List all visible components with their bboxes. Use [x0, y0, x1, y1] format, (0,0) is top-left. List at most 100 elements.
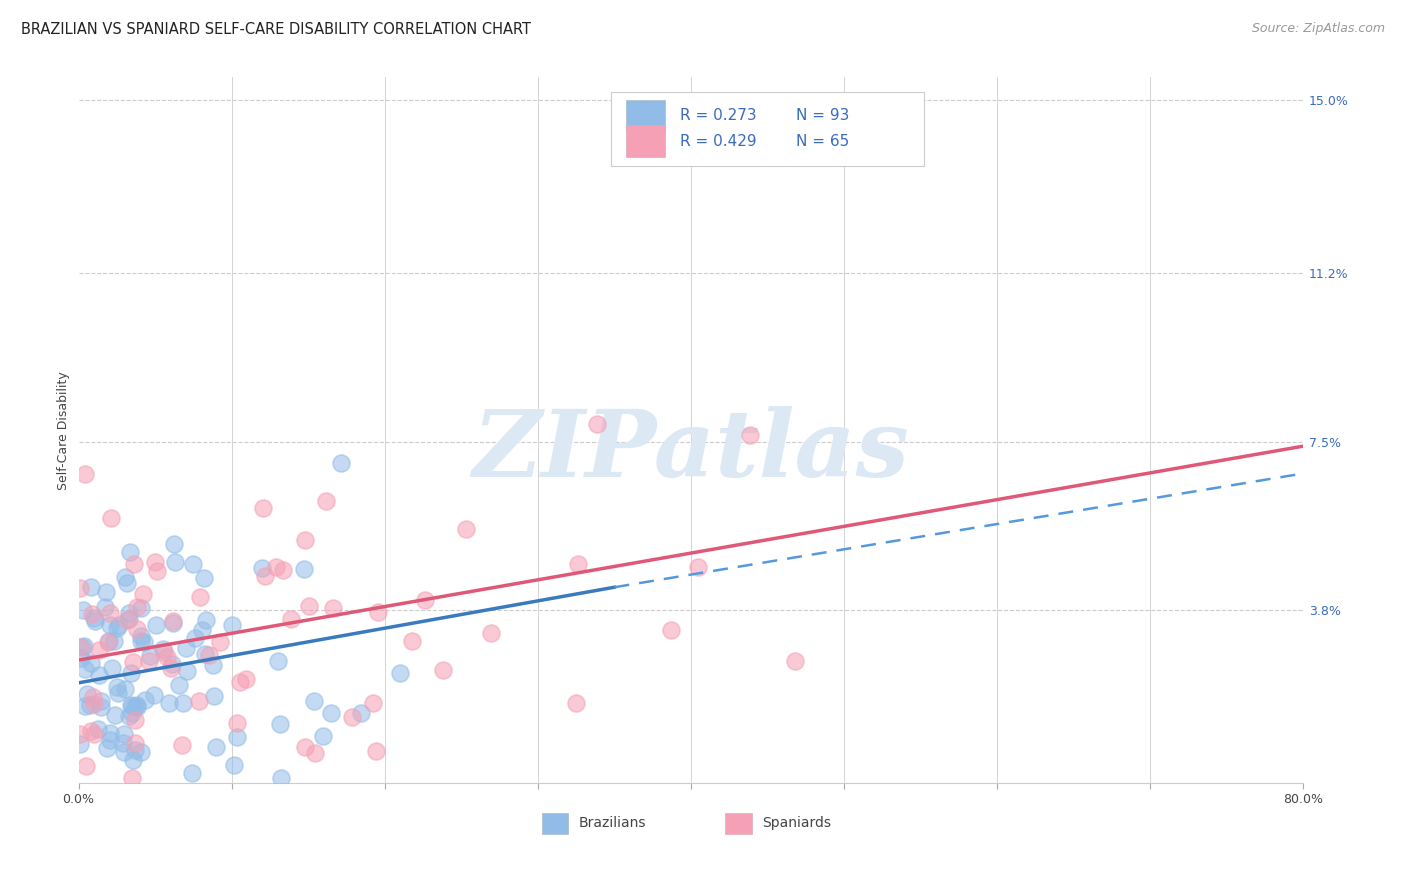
Point [567, 557, 589, 571]
Point [193, 571, 215, 585]
Point [329, 456, 352, 470]
Point [94, 600, 117, 615]
Point [157, 696, 180, 710]
Point [364, 744, 387, 758]
Point [118, 709, 141, 723]
Point [115, 575, 138, 590]
Point [252, 561, 274, 575]
Point [121, 699, 143, 714]
Point [738, 428, 761, 442]
Point [367, 605, 389, 619]
Point [319, 706, 342, 720]
Y-axis label: Self-Care Disability: Self-Care Disability [58, 371, 70, 490]
Point [197, 648, 219, 662]
Point [143, 555, 166, 569]
Point [156, 650, 179, 665]
Point [69, 581, 91, 595]
Point [350, 706, 373, 720]
Point [69, 640, 91, 655]
Point [225, 715, 247, 730]
Point [75, 759, 97, 773]
Point [187, 694, 209, 708]
Point [112, 745, 135, 759]
Point [201, 657, 224, 672]
Point [69, 651, 91, 665]
Point [124, 743, 146, 757]
Point [235, 673, 257, 687]
Text: Source: ZipAtlas.com: Source: ZipAtlas.com [1251, 22, 1385, 36]
Point [108, 618, 131, 632]
Point [152, 641, 174, 656]
Point [69, 737, 91, 751]
Point [94, 584, 117, 599]
Point [222, 758, 245, 772]
Point [165, 555, 187, 569]
Point [124, 699, 146, 714]
Point [100, 661, 122, 675]
Point [160, 661, 183, 675]
Point [688, 559, 710, 574]
Point [322, 601, 344, 615]
Point [125, 698, 148, 712]
Point [87, 668, 110, 682]
Point [254, 568, 277, 582]
Point [125, 700, 148, 714]
Point [121, 772, 143, 786]
FancyBboxPatch shape [626, 126, 665, 157]
Point [112, 727, 135, 741]
Point [162, 615, 184, 630]
Point [194, 647, 217, 661]
Point [73, 662, 96, 676]
Point [96, 741, 118, 756]
FancyBboxPatch shape [626, 100, 665, 132]
Point [97, 633, 120, 648]
Point [82, 690, 104, 705]
Text: N = 65: N = 65 [796, 134, 849, 149]
Point [90, 694, 112, 708]
Point [315, 493, 337, 508]
Point [120, 666, 142, 681]
Point [83, 611, 105, 625]
Point [174, 641, 197, 656]
Point [252, 500, 274, 515]
Point [132, 635, 155, 649]
Point [204, 739, 226, 754]
Point [145, 564, 167, 578]
Point [127, 622, 149, 636]
Point [117, 613, 139, 627]
Point [172, 696, 194, 710]
Point [271, 563, 294, 577]
Point [80, 607, 103, 621]
Point [120, 698, 142, 712]
Point [280, 612, 302, 626]
Point [120, 545, 142, 559]
Point [100, 511, 122, 525]
Point [129, 629, 152, 643]
Point [84, 614, 107, 628]
Point [75, 698, 97, 713]
Point [270, 772, 292, 786]
Point [118, 612, 141, 626]
Point [129, 745, 152, 759]
Point [783, 654, 806, 668]
Point [79, 698, 101, 712]
Point [312, 729, 335, 743]
Point [114, 570, 136, 584]
Point [124, 735, 146, 749]
Point [181, 765, 204, 780]
Point [98, 732, 121, 747]
Point [121, 706, 143, 721]
Point [83, 697, 105, 711]
Point [132, 587, 155, 601]
Point [167, 678, 190, 692]
Point [184, 631, 207, 645]
Point [114, 682, 136, 697]
Point [266, 560, 288, 574]
Point [134, 693, 156, 707]
Point [294, 740, 316, 755]
Point [294, 533, 316, 548]
Point [152, 645, 174, 659]
Point [176, 664, 198, 678]
Point [107, 681, 129, 695]
Point [125, 599, 148, 614]
